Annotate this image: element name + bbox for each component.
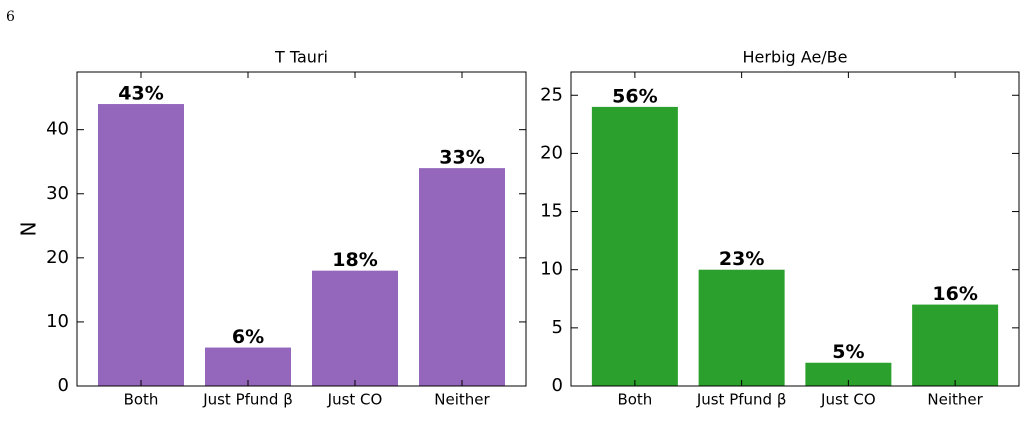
value-label: 56% <box>612 85 657 107</box>
y-tick-label: 25 <box>540 84 563 105</box>
x-tick-label: Neither <box>927 391 983 409</box>
chart-title: T Tauri <box>274 48 328 67</box>
value-label: 6% <box>232 326 264 348</box>
y-tick-label: 5 <box>552 317 563 338</box>
y-tick-label: 15 <box>540 201 563 222</box>
y-axis-label: N <box>17 222 41 237</box>
x-tick-label: Just CO <box>327 391 383 409</box>
bar <box>912 304 999 386</box>
value-label: 23% <box>719 248 764 270</box>
chart-title: Herbig Ae/Be <box>742 48 847 67</box>
y-tick-label: 30 <box>46 183 69 204</box>
bar <box>205 347 291 386</box>
y-tick-label: 40 <box>46 119 69 140</box>
bar <box>98 104 184 386</box>
plot-frame <box>570 71 1020 387</box>
value-label: 5% <box>832 341 864 363</box>
value-label: 18% <box>332 249 377 271</box>
bar <box>698 269 785 386</box>
y-tick-label: 10 <box>540 259 563 280</box>
bar <box>312 270 398 386</box>
x-tick-label: Just CO <box>820 391 876 409</box>
bar <box>805 362 892 386</box>
y-tick-label: 0 <box>58 375 69 396</box>
bar <box>591 106 678 386</box>
y-tick-label: 10 <box>46 311 69 332</box>
x-tick-label: Just Pfund β <box>202 391 293 409</box>
y-tick-label: 20 <box>540 142 563 163</box>
x-tick-label: Just Pfund β <box>696 391 787 409</box>
value-label: 43% <box>118 83 163 105</box>
page-number: 6 <box>6 9 15 25</box>
y-tick-label: 0 <box>552 375 563 396</box>
x-tick-label: Neither <box>434 391 490 409</box>
bar <box>419 168 505 386</box>
value-label: 33% <box>439 147 484 169</box>
plot-frame <box>76 71 527 387</box>
x-tick-label: Both <box>617 391 652 409</box>
x-tick-label: Both <box>124 391 159 409</box>
y-tick-label: 20 <box>46 247 69 268</box>
value-label: 16% <box>932 283 977 305</box>
